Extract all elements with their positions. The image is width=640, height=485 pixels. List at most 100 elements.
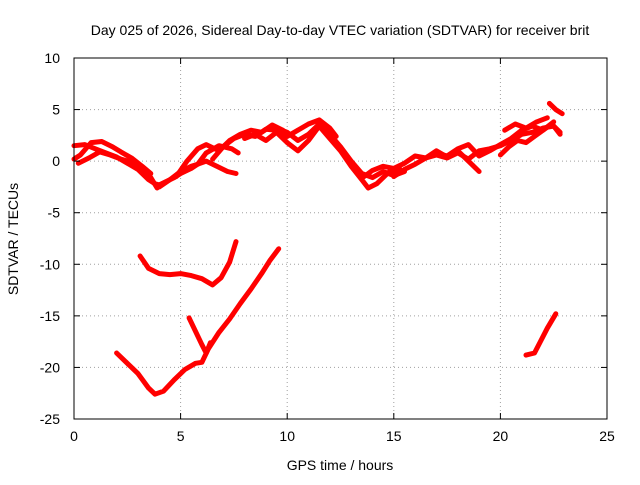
prn-track-mid-b [274,121,407,181]
data-point [118,156,124,162]
data-point [540,128,546,133]
data-point [88,140,94,145]
chart-title: Day 025 of 2026, Sidereal Day-to-day VTE… [91,22,590,38]
data-point [161,389,166,394]
data-point [137,253,143,259]
data-point [361,174,367,179]
data-point [199,360,205,365]
data-point [184,158,190,164]
data-point [129,160,134,165]
series-line [433,119,557,159]
data-point [146,385,151,391]
data-point [402,167,407,172]
grid-lines [74,58,607,419]
data-point [402,161,407,166]
data-point [476,153,482,159]
data-point [532,134,537,139]
series-line [114,246,282,397]
series-line [523,311,559,358]
data-point [97,149,102,155]
data-point [380,164,386,169]
data-point [508,136,514,141]
data-point [110,144,115,149]
data-point [285,130,290,135]
data-point [295,138,301,143]
data-point [86,155,92,161]
data-point [530,130,535,135]
data-point [423,155,428,161]
data-point [253,132,258,137]
data-point [487,148,492,153]
data-point [189,164,194,169]
data-point [186,315,192,321]
data-point [167,177,173,182]
data-point [557,130,563,135]
x-tick-label: 25 [599,428,615,444]
data-point [227,316,232,322]
prn-track-end-e [546,100,565,117]
data-point [242,136,247,141]
prn-track-low-c [186,315,213,356]
data-point [274,125,279,131]
data-point [466,142,471,147]
data-point [370,175,375,180]
y-tick-label: 10 [44,50,60,66]
x-tick-label: 20 [493,428,509,444]
y-tick-label: -10 [40,256,60,272]
data-point [76,161,81,166]
data-point [129,155,134,161]
data-point [285,140,290,145]
data-point [204,142,209,147]
prn-track-end-c [497,121,563,158]
y-tick-label: 5 [52,102,60,118]
data-point [374,181,379,186]
data-point [327,132,332,137]
data-point [545,326,550,331]
data-point [214,164,219,169]
data-point [148,175,153,180]
series-line [186,315,213,356]
data-point [195,162,200,167]
data-point [146,266,151,271]
data-point [204,150,209,156]
data-point [502,128,507,133]
data-point [189,273,194,278]
data-point [135,371,141,376]
data-point [218,275,224,280]
data-point [204,350,209,356]
data-point [157,271,162,276]
data-point [545,115,550,121]
data-point [233,171,239,176]
data-point [317,121,322,127]
data-point [195,146,200,151]
y-tick-label: -25 [40,411,60,427]
data-point [114,350,119,356]
data-point [370,168,375,173]
data-point [152,392,158,397]
data-point [204,158,209,164]
data-point [434,150,439,156]
prn-track-end-b [433,119,557,159]
data-point [210,156,215,162]
axis-ticks: 0 5 10 15 20 25 -25 -20 -15 -10 -5 0 5 10 [40,50,615,444]
data-point [199,276,205,281]
data-point [538,338,544,343]
data-point [455,146,460,151]
data-point [276,246,281,251]
x-tick-label: 0 [70,428,78,444]
data-point [99,139,104,144]
data-point [233,239,239,244]
data-point [412,153,418,159]
data-point [523,352,529,358]
data-point [534,119,539,125]
data-point [498,152,503,158]
data-point [231,136,237,141]
prn-track-mid-a [242,123,403,191]
data-point [182,367,188,372]
data-point [553,311,558,316]
y-tick-label: -5 [48,205,61,221]
data-point [208,340,213,345]
data-point [259,271,264,276]
data-point [547,101,552,106]
data-point [248,128,254,133]
